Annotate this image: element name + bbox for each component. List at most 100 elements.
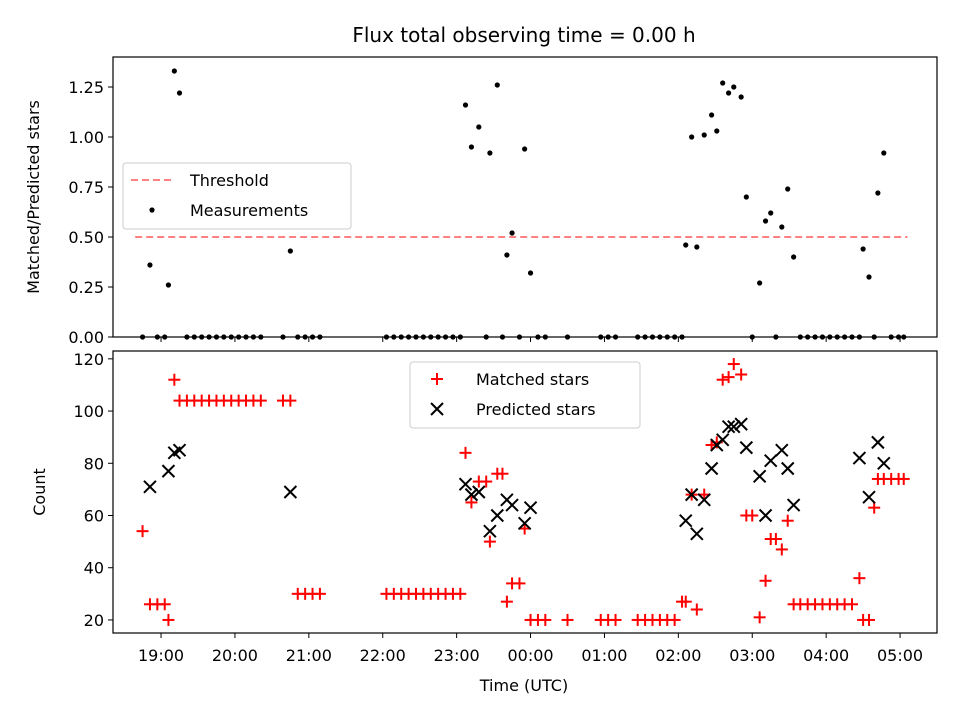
- predicted-star-point: [877, 456, 891, 470]
- measurement-point: [768, 210, 774, 216]
- measurement-point: [720, 80, 726, 86]
- matched-star-point: [513, 577, 526, 590]
- legend-matched-swatch: [431, 373, 443, 385]
- legend-matched-label: Matched stars: [476, 370, 589, 389]
- predicted-star-point: [697, 493, 711, 507]
- bottom-x-tick-label: 21:00: [286, 646, 332, 665]
- bottom-axes-frame: [112, 350, 938, 634]
- predicted-star-point: [505, 498, 519, 512]
- bottom-x-tick-label: 04:00: [803, 646, 849, 665]
- matched-star-point: [668, 613, 681, 626]
- measurement-point: [709, 112, 715, 118]
- measurement-point: [762, 218, 769, 224]
- top-y-tick-label: 1.25: [68, 78, 104, 97]
- matched-star-point: [162, 613, 175, 626]
- predicted-star-point: [283, 485, 298, 499]
- matched-star-point: [284, 394, 297, 407]
- predicted-star-point: [734, 417, 748, 431]
- bottom-x-tick-label: 05:00: [877, 646, 923, 665]
- matched-star-point: [465, 496, 478, 509]
- measurement-point: [287, 248, 293, 254]
- legend-threshold-label: Threshold: [189, 171, 269, 190]
- legend-measurements-swatch: [149, 207, 155, 213]
- measurement-point: [527, 270, 534, 276]
- measurement-point: [714, 128, 720, 134]
- matched-star-point: [735, 368, 748, 381]
- matched-star-point: [690, 603, 703, 616]
- matched-star-point: [158, 598, 171, 611]
- bottom-y-tick-label: 20: [84, 611, 104, 630]
- predicted-star-point: [764, 453, 778, 468]
- measurement-point: [509, 230, 515, 236]
- matched-star-point: [561, 613, 574, 626]
- predicted-star-point: [143, 480, 157, 494]
- measurement-point: [694, 244, 700, 250]
- predicted-star-point: [679, 514, 693, 528]
- predicted-star-point: [775, 443, 789, 457]
- measurement-point: [743, 194, 749, 200]
- legend-predicted-swatch: [430, 402, 444, 416]
- bottom-y-tick-label: 40: [84, 559, 104, 578]
- matched-star-point: [500, 595, 513, 608]
- bottom-y-tick-label: 120: [73, 350, 104, 369]
- predicted-star-point: [781, 461, 795, 476]
- bottom-legend-box: [409, 361, 641, 429]
- measurement-point: [875, 190, 881, 196]
- measurement-point: [866, 274, 872, 280]
- measurement-point: [487, 150, 493, 156]
- measurement-point: [522, 146, 528, 152]
- measurement-point: [701, 132, 707, 138]
- measurement-point: [757, 280, 763, 286]
- predicted-star-point: [871, 435, 885, 450]
- x-axis-label: Time (UTC): [479, 676, 568, 695]
- bottom-y-tick-label: 60: [84, 507, 104, 526]
- top-y-tick-label: 0.50: [68, 228, 104, 247]
- predicted-star-point: [690, 527, 704, 541]
- measurement-point: [171, 68, 177, 74]
- matched-star-point: [716, 373, 729, 386]
- top-legend-box: [122, 162, 352, 230]
- predicted-star-point: [715, 433, 730, 447]
- predicted-star-point: [523, 500, 538, 515]
- bottom-x-tick-label: 01:00: [581, 646, 627, 665]
- top-y-tick-label: 0.75: [68, 178, 104, 197]
- predicted-star-point: [172, 443, 187, 457]
- matched-star-point: [781, 514, 794, 527]
- bottom-x-tick-label: 22:00: [360, 646, 406, 665]
- predicted-star-point: [464, 487, 479, 502]
- top-axes-frame: [112, 56, 938, 338]
- predicted-star-point: [727, 420, 741, 434]
- measurement-point: [476, 124, 482, 130]
- measurement-point: [494, 82, 500, 88]
- measurement-point: [731, 84, 737, 90]
- bottom-x-tick-label: 19:00: [138, 646, 184, 665]
- measurement-point: [176, 90, 183, 96]
- predicted-star-point: [758, 508, 773, 523]
- bottom-x-tick-label: 02:00: [655, 646, 701, 665]
- matched-star-point: [483, 535, 496, 548]
- matched-star-point: [313, 587, 326, 600]
- matched-star-point: [480, 475, 493, 488]
- matched-star-point: [753, 611, 766, 624]
- matched-star-point: [853, 572, 866, 585]
- matched-star-point: [759, 574, 772, 587]
- matched-star-point: [454, 587, 467, 600]
- top-y-tick-label: 0.25: [68, 278, 104, 297]
- matched-star-point: [846, 598, 859, 611]
- measurement-point: [860, 246, 866, 252]
- measurement-point: [779, 224, 785, 230]
- measurement-point: [738, 94, 744, 100]
- bottom-x-tick-label: 03:00: [729, 646, 775, 665]
- predicted-star-point: [517, 516, 532, 531]
- matched-star-point: [254, 394, 267, 407]
- matched-star-point: [863, 613, 876, 626]
- measurement-point: [881, 150, 887, 156]
- predicted-star-point: [852, 451, 867, 465]
- matched-star-point: [722, 371, 735, 384]
- legend-measurements-label: Measurements: [190, 201, 308, 220]
- matched-star-point: [459, 446, 472, 459]
- bottom-x-tick-label: 20:00: [212, 646, 258, 665]
- bottom-y-tick-label: 80: [84, 454, 104, 473]
- bottom-y-axis-label: Count: [30, 468, 49, 516]
